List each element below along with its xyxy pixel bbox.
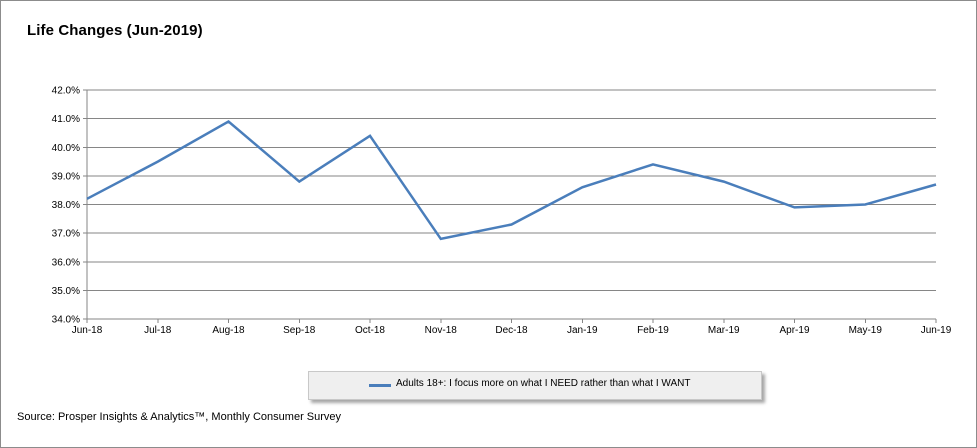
y-tick-label: 38.0% <box>52 200 80 211</box>
legend-series-label: Adults 18+: I focus more on what I NEED … <box>396 378 691 389</box>
x-tick-label: Jun-18 <box>72 325 103 336</box>
x-tick-label: Sep-18 <box>283 325 316 336</box>
chart-title: Life Changes (Jun-2019) <box>27 22 203 39</box>
x-tick-label: Jan-19 <box>567 325 598 336</box>
source-note: Source: Prosper Insights & Analytics™, M… <box>17 411 342 423</box>
y-tick-label: 37.0% <box>52 229 80 240</box>
x-tick-label: Jul-18 <box>144 325 172 336</box>
x-tick-label: May-19 <box>849 325 883 336</box>
x-tick-label: Feb-19 <box>637 325 669 336</box>
series-line <box>86 119 937 241</box>
y-tick-label: 41.0% <box>52 114 80 125</box>
legend-swatch <box>369 384 391 387</box>
y-tick-label: 40.0% <box>52 143 80 154</box>
x-tick-label: Jun-19 <box>921 325 952 336</box>
x-tick-label: Dec-18 <box>495 325 528 336</box>
x-tick-label: Aug-18 <box>212 325 245 336</box>
y-tick-label: 42.0% <box>52 86 80 97</box>
x-tick-label: Oct-18 <box>355 325 385 336</box>
x-tick-label: Nov-18 <box>425 325 458 336</box>
y-tick-label: 35.0% <box>52 286 80 297</box>
y-tick-label: 39.0% <box>52 171 80 182</box>
chart-legend: Adults 18+: I focus more on what I NEED … <box>308 371 762 400</box>
y-tick-label: 34.0% <box>52 315 80 326</box>
x-tick-label: Apr-19 <box>779 325 809 336</box>
y-tick-label: 36.0% <box>52 257 80 268</box>
x-tick-label: Mar-19 <box>708 325 740 336</box>
